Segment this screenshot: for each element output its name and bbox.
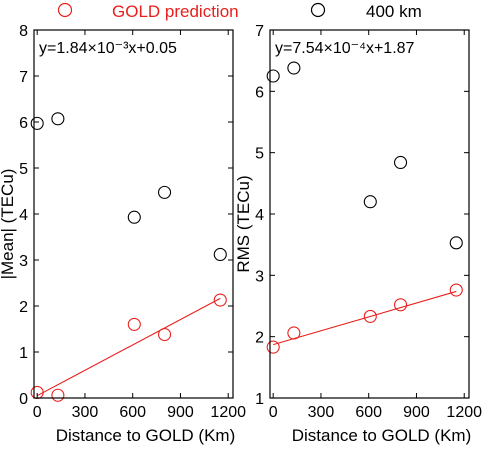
rms-y-tick-label: 6 [255,84,264,101]
mean-point-400km [157,185,172,199]
legend-label-gold: GOLD prediction [112,2,239,21]
mean-y-tick-label: 2 [19,299,28,316]
rms-plot-area [266,61,463,354]
mean-x-tick-label: 600 [119,404,146,421]
rms-y-tick-label: 1 [255,391,264,408]
panel-mean: 0 300 600 900 1200 0 1 2 3 4 5 6 7 8 y=1.84×10⁻³x+0.… [0,23,246,445]
mean-fit-line [36,297,221,397]
mean-y-tick-label: 6 [19,115,28,132]
mean-point-gold [51,388,65,402]
rms-y-tick-label: 5 [255,146,264,163]
mean-y-tick-label: 3 [19,253,28,270]
rms-x-tick-label: 600 [355,404,382,421]
rms-point-gold [393,298,408,312]
mean-y-tick-label: 7 [19,69,28,86]
legend-marker-400km [310,2,326,18]
rms-equation: y=7.54×10⁻⁴x+1.87 [275,40,415,57]
mean-y-tick-label: 4 [19,207,28,224]
mean-point-400km [127,210,141,224]
rms-axes-frame [269,29,470,399]
mean-x-tick-label: 0 [33,404,42,421]
legend-marker-gold [57,2,73,18]
rms-y-ticks: 1 2 3 4 5 6 7 [255,23,469,408]
mean-plot-area [30,112,227,402]
mean-y-tick-label: 1 [19,345,28,362]
mean-point-gold [213,293,227,307]
rms-point-400km [393,155,408,170]
rms-point-400km [363,195,377,209]
mean-x-tick-label: 1200 [210,404,246,421]
rms-x-tick-label: 300 [308,404,335,421]
mean-x-axis-label: Distance to GOLD (Km) [56,426,236,445]
mean-y-tick-label: 5 [19,161,28,178]
rms-point-gold [449,283,463,297]
mean-axes-frame [33,29,234,399]
mean-point-gold [127,317,141,331]
mean-point-400km [51,112,65,126]
rms-point-gold [363,309,377,323]
legend-label-400km: 400 km [366,2,422,21]
mean-point-gold [157,327,172,342]
rms-x-tick-label: 900 [403,404,430,421]
legend: GOLD prediction 400 km [57,2,422,21]
rms-y-tick-label: 3 [255,268,264,285]
mean-y-ticks: 0 1 2 3 4 5 6 7 8 [19,23,233,408]
rms-point-400km [266,69,280,83]
rms-x-axis-label: Distance to GOLD (Km) [292,426,472,445]
rms-x-tick-label: 1200 [446,404,482,421]
rms-y-tick-label: 2 [255,330,264,347]
rms-point-gold [287,326,301,340]
mean-x-ticks: 0 300 600 900 1200 [33,30,246,421]
mean-y-tick-label: 8 [19,23,28,40]
rms-x-tick-label: 0 [269,404,278,421]
mean-x-tick-label: 900 [167,404,194,421]
mean-x-tick-label: 300 [72,404,99,421]
rms-y-tick-label: 4 [255,207,264,224]
mean-point-400km [213,247,227,262]
mean-y-tick-label: 0 [19,391,28,408]
mean-y-axis-label: |Mean| (TECu) [0,169,17,280]
mean-point-400km [30,116,44,130]
rms-point-400km [287,61,301,75]
rms-point-400km [449,236,463,250]
rms-x-ticks: 0 300 600 900 1200 [269,30,482,421]
mean-equation: y=1.84×10⁻³x+0.05 [39,40,177,57]
panel-rms: 0 300 600 900 1200 1 2 3 4 5 6 7 y=7.54×10⁻⁴x+1.87… [234,23,482,445]
rms-y-axis-label: RMS (TECu) [234,175,253,272]
rms-y-tick-label: 7 [255,23,264,40]
rms-point-gold [266,340,280,354]
